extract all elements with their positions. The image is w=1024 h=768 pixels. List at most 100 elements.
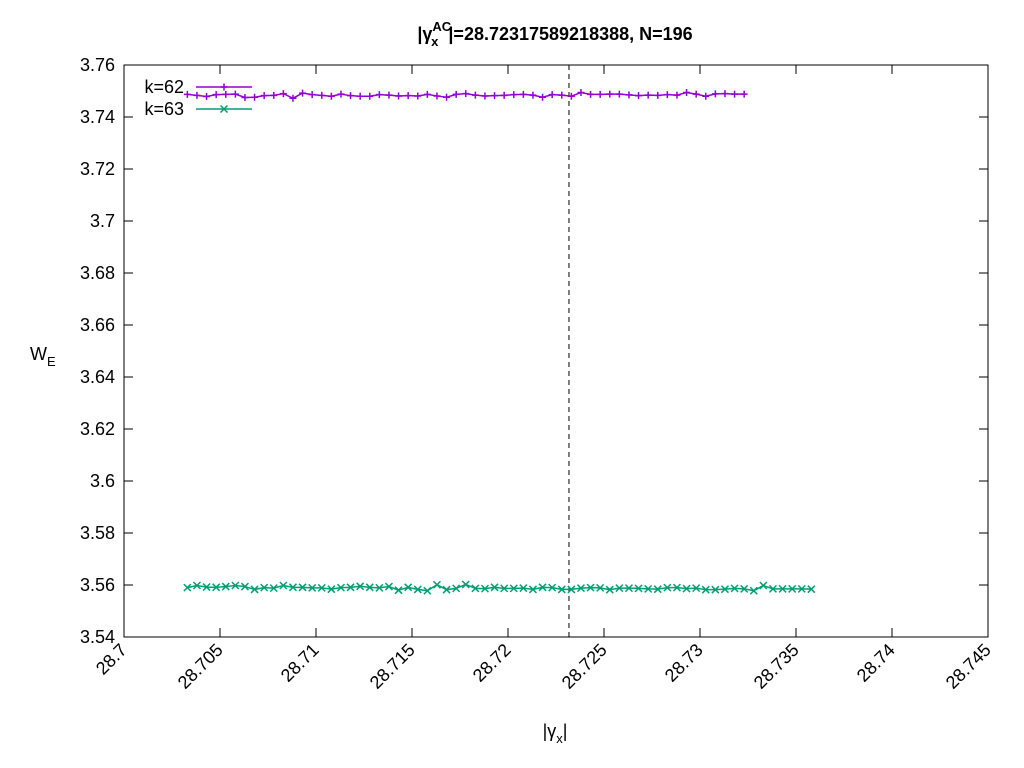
y-tick-label: 3.68 xyxy=(80,263,115,283)
data-point xyxy=(462,90,470,98)
data-point xyxy=(654,91,662,99)
data-point xyxy=(222,90,230,98)
chart-title-suffix: |=28.72317589218388, N=196 xyxy=(448,24,692,44)
data-point xyxy=(519,584,528,593)
data-point xyxy=(375,583,384,592)
data-point xyxy=(270,91,278,99)
x-tick-label: 28.74 xyxy=(853,640,899,686)
data-point xyxy=(375,91,383,99)
data-point xyxy=(759,581,768,590)
legend-marker xyxy=(219,104,229,114)
data-point xyxy=(279,90,287,98)
data-point xyxy=(663,91,671,99)
data-point xyxy=(749,586,758,595)
chart-title-subscript: x xyxy=(431,34,439,49)
data-point xyxy=(442,585,451,594)
data-point xyxy=(509,584,518,593)
x-axis-label: |γx| xyxy=(543,721,568,746)
data-point xyxy=(682,584,691,593)
y-tick-label: 3.76 xyxy=(80,55,115,75)
data-point xyxy=(711,585,720,594)
legend-label: k=63 xyxy=(144,99,184,119)
x-tick-label: 28.71 xyxy=(277,640,323,686)
data-point xyxy=(432,580,441,589)
data-point xyxy=(500,584,509,593)
data-point xyxy=(663,583,672,592)
data-point xyxy=(721,90,729,98)
data-point xyxy=(480,584,489,593)
data-point xyxy=(318,91,326,99)
data-point xyxy=(347,92,355,100)
data-point xyxy=(269,584,278,593)
data-point xyxy=(653,585,662,594)
data-point xyxy=(221,582,230,591)
data-point xyxy=(192,581,201,590)
data-point xyxy=(423,90,431,98)
data-point xyxy=(797,584,806,593)
data-point xyxy=(404,583,413,592)
data-point xyxy=(279,581,288,590)
y-tick-label: 3.72 xyxy=(80,159,115,179)
data-point xyxy=(548,91,556,99)
data-point xyxy=(471,91,479,99)
legend-marker xyxy=(220,83,228,91)
data-point xyxy=(587,90,595,98)
data-point xyxy=(212,91,220,99)
data-point xyxy=(711,90,719,98)
chart-title-superscript: AC xyxy=(432,19,451,34)
data-point xyxy=(701,585,710,594)
data-point xyxy=(720,585,729,594)
data-point xyxy=(807,585,816,594)
data-point xyxy=(240,582,249,591)
data-point xyxy=(193,91,201,99)
data-point xyxy=(491,92,499,100)
data-point xyxy=(452,90,460,98)
data-point xyxy=(395,92,403,100)
x-tick-label: 28.715 xyxy=(366,640,419,693)
chart-title-prefix: |γ xyxy=(417,24,432,44)
legend-label: k=62 xyxy=(144,77,184,97)
data-point xyxy=(576,584,585,593)
data-point xyxy=(644,91,652,99)
series-k=62 xyxy=(183,89,748,102)
data-point xyxy=(433,92,441,100)
plot-area-border xyxy=(123,64,989,638)
data-point xyxy=(413,585,422,594)
y-tick-label: 3.54 xyxy=(80,627,115,647)
x-axis-label-subscript: x xyxy=(556,731,563,746)
data-point xyxy=(692,90,700,98)
data-point xyxy=(471,584,480,593)
data-point xyxy=(356,92,364,100)
data-point xyxy=(298,583,307,592)
data-point xyxy=(529,91,537,99)
data-point xyxy=(481,92,489,100)
axis-ticks: 3.54 3.56 3.58 3.6 3.62 3.64 3.66 3.68 3.7 3.72 3.… xyxy=(80,55,995,693)
data-point xyxy=(183,583,192,592)
data-point xyxy=(365,583,374,592)
data-point xyxy=(500,91,508,99)
data-point xyxy=(414,92,422,100)
data-point xyxy=(327,585,336,594)
series-layer xyxy=(183,89,816,595)
data-point xyxy=(356,582,365,591)
data-point xyxy=(423,586,432,595)
data-point xyxy=(539,93,547,101)
data-point xyxy=(625,91,633,99)
data-point xyxy=(596,583,605,592)
legend: k=62k=63 xyxy=(144,77,252,119)
data-point xyxy=(346,583,355,592)
data-point xyxy=(241,94,249,101)
data-point xyxy=(519,90,527,98)
data-point xyxy=(605,585,614,594)
data-point xyxy=(740,90,748,98)
data-point xyxy=(317,583,326,592)
data-point xyxy=(673,91,681,99)
y-tick-label: 3.66 xyxy=(80,315,115,335)
y-axis-label-main: W xyxy=(30,344,47,364)
data-point xyxy=(288,583,297,592)
data-point xyxy=(203,92,211,100)
series-k=63 xyxy=(183,580,816,595)
x-tick-label: 28.725 xyxy=(558,640,611,693)
data-point xyxy=(635,92,643,100)
